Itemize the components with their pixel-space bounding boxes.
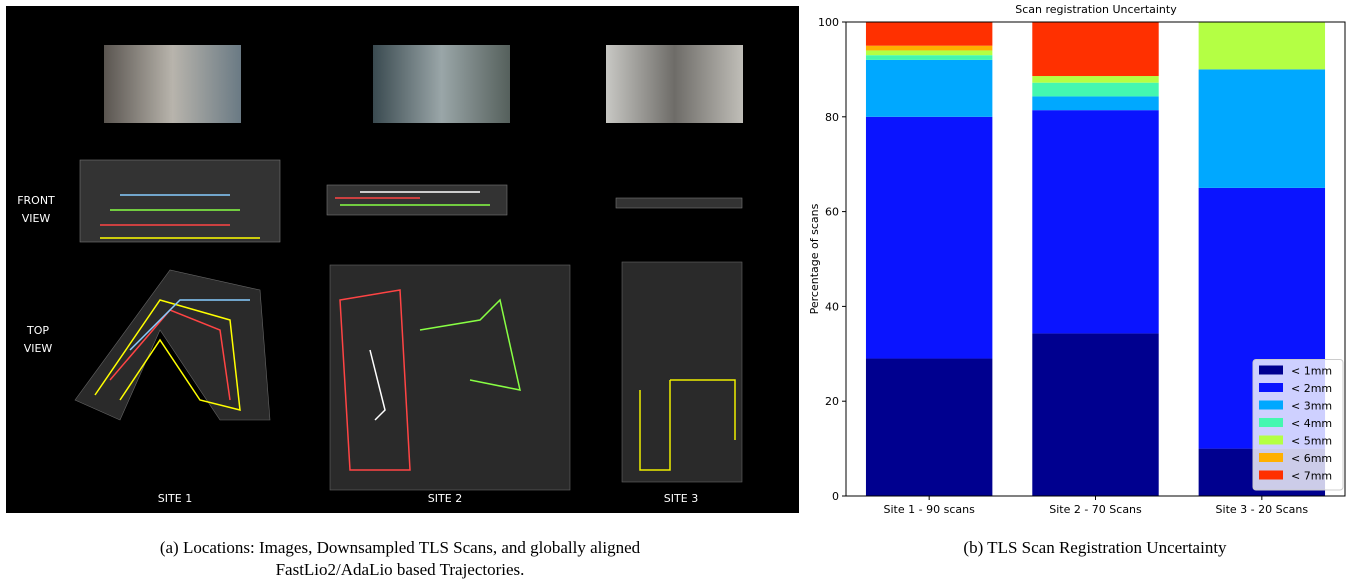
row-label: TOP — [26, 324, 49, 337]
bar-segment — [865, 22, 993, 46]
x-tick-label: Site 3 - 20 Scans — [1216, 503, 1309, 516]
bar-segment — [1032, 96, 1159, 111]
row-label: FRONT — [17, 194, 55, 207]
legend-label: < 2mm — [1291, 382, 1332, 395]
chart-title: Scan registration Uncertainty — [1015, 3, 1177, 16]
bar-segment — [1032, 76, 1159, 83]
row-label: VIEW — [24, 342, 53, 355]
legend-label: < 1mm — [1291, 365, 1332, 378]
top-trajectories — [94, 289, 736, 471]
legend-swatch — [1259, 470, 1283, 480]
site-label: SITE 3 — [664, 492, 698, 505]
bar-segment — [1198, 69, 1326, 188]
y-tick-label: 0 — [832, 490, 839, 503]
bar-segment — [865, 116, 993, 359]
y-tick-label: 20 — [825, 395, 839, 408]
bar-segment — [865, 50, 993, 56]
legend-label: < 3mm — [1291, 400, 1332, 413]
y-tick-label: 80 — [825, 111, 839, 124]
row-label: VIEW — [22, 212, 51, 225]
front-scans — [79, 159, 743, 243]
legend: < 1mm < 2mm < 3mm < 4mm < 5mm < 6mm < 7mm — [1252, 359, 1344, 491]
y-tick-label: 100 — [818, 16, 839, 29]
x-tick-label: Site 2 - 70 Scans — [1049, 503, 1142, 516]
bar-segment — [1198, 22, 1326, 70]
y-tick-label: 40 — [825, 300, 839, 313]
bar-segment — [865, 358, 993, 496]
bar-segment — [865, 45, 993, 51]
bar-segment — [865, 55, 993, 60]
y-axis-label: Percentage of scans — [808, 203, 821, 314]
caption: (a) Locations: Images, Downsampled TLS S… — [159, 538, 641, 579]
site-photo — [373, 45, 510, 123]
panel-a: FRONT VIEW TOP VIEW SITE 1 SITE 2 SITE 3 — [6, 6, 799, 513]
legend-swatch — [1259, 383, 1283, 392]
bar-segment — [1032, 110, 1159, 334]
legend-label: < 4mm — [1291, 417, 1332, 430]
legend-swatch — [1259, 400, 1283, 410]
front-trajectories — [100, 191, 490, 239]
chart: Scan registration Uncertainty Percentage… — [808, 3, 1346, 516]
legend-swatch — [1259, 418, 1283, 427]
bar-segment — [1032, 333, 1159, 496]
bar-segment — [1032, 22, 1159, 77]
site-label: SITE 2 — [428, 492, 462, 505]
site-photo — [104, 45, 241, 123]
legend-swatch — [1259, 435, 1283, 445]
legend-label: < 5mm — [1291, 435, 1332, 448]
legend-label: < 7mm — [1291, 470, 1332, 483]
legend-swatch — [1259, 365, 1283, 375]
site-label: SITE 1 — [158, 492, 192, 505]
top-scans — [74, 261, 743, 491]
bar-segment — [1032, 82, 1159, 97]
x-tick-label: Site 1 - 90 scans — [884, 503, 976, 516]
legend-label: < 6mm — [1291, 452, 1332, 465]
legend-swatch — [1259, 453, 1283, 462]
caption: (b) TLS Scan Registration Uncertainty — [963, 538, 1227, 557]
y-tick-label: 60 — [825, 206, 839, 219]
bar-segment — [865, 59, 993, 117]
plot-frame — [845, 21, 1346, 497]
site-photo — [606, 45, 743, 123]
